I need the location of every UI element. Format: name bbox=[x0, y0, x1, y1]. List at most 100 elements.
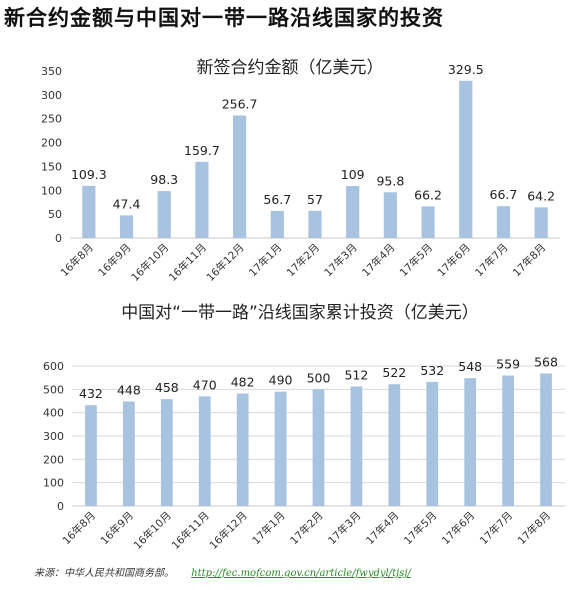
bar bbox=[195, 161, 209, 238]
y-tick-label: 300 bbox=[41, 89, 62, 102]
data-label: 500 bbox=[307, 370, 331, 385]
bar bbox=[233, 115, 247, 238]
bar bbox=[534, 207, 548, 238]
x-tick-label: 16年9月 bbox=[95, 241, 133, 279]
x-tick-label: 17年6月 bbox=[435, 241, 473, 279]
bar bbox=[274, 391, 287, 506]
y-tick-label: 500 bbox=[43, 383, 64, 396]
x-tick-label: 16年11月 bbox=[166, 241, 209, 284]
y-tick-label: 100 bbox=[43, 477, 64, 490]
bar bbox=[157, 191, 171, 238]
bar bbox=[236, 393, 249, 506]
y-tick-label: 150 bbox=[41, 160, 62, 173]
x-tick-label: 17年1月 bbox=[246, 241, 284, 279]
chart-title: 中国对“一带一路”沿线国家累计投资（亿美元） bbox=[121, 303, 479, 323]
data-label: 109 bbox=[341, 167, 365, 182]
data-label: 98.3 bbox=[150, 172, 178, 187]
y-tick-label: 0 bbox=[57, 500, 64, 513]
data-label: 432 bbox=[79, 386, 103, 401]
bar bbox=[496, 206, 511, 238]
data-label: 66.2 bbox=[414, 187, 442, 202]
bar bbox=[85, 405, 97, 506]
source-label: 来源：中华人民共和国商务部。 bbox=[34, 568, 174, 579]
data-label: 159.7 bbox=[184, 143, 220, 158]
bar bbox=[459, 80, 473, 238]
data-label: 568 bbox=[534, 354, 558, 369]
x-tick-label: 16年11月 bbox=[169, 509, 212, 552]
x-tick-label: 16年8月 bbox=[58, 241, 96, 279]
cumulative-investment-chart: 中国对“一带一路”沿线国家累计投资（亿美元） 0 100 200 300 400 500 60… bbox=[43, 303, 565, 552]
x-tick-label: 17年6月 bbox=[439, 509, 477, 547]
y-tick-label: 100 bbox=[41, 184, 62, 197]
chart-title: 新签合约金额（亿美元） bbox=[197, 58, 384, 78]
data-label: 522 bbox=[382, 365, 406, 380]
y-tick-label: 350 bbox=[41, 65, 62, 78]
bar bbox=[464, 378, 477, 506]
x-tick-label: 17年2月 bbox=[287, 509, 325, 547]
data-label: 56.7 bbox=[263, 192, 291, 207]
x-tick-label: 17年3月 bbox=[322, 241, 360, 279]
x-tick-label: 17年1月 bbox=[249, 509, 287, 547]
x-tick-label: 17年8月 bbox=[510, 241, 548, 279]
x-tick-label: 17年7月 bbox=[472, 241, 510, 279]
bar bbox=[502, 375, 514, 506]
data-label: 57 bbox=[307, 192, 323, 207]
x-tick-label: 16年10月 bbox=[128, 241, 171, 284]
bar bbox=[540, 373, 552, 506]
y-tick-label: 600 bbox=[43, 360, 64, 373]
source-link[interactable]: http://fec.mofcom.gov.cn/article/fwydyl/… bbox=[191, 568, 411, 579]
x-tick-label: 17年3月 bbox=[325, 509, 363, 547]
data-label: 109.3 bbox=[71, 167, 107, 182]
y-tick-label: 0 bbox=[55, 232, 62, 245]
x-tick-label: 16年12月 bbox=[204, 241, 247, 284]
x-tick-label: 17年5月 bbox=[397, 241, 435, 279]
x-tick-label: 17年4月 bbox=[363, 509, 401, 547]
data-label: 458 bbox=[155, 380, 179, 395]
data-label: 532 bbox=[420, 363, 444, 378]
data-label: 448 bbox=[117, 382, 141, 397]
bar bbox=[82, 185, 96, 238]
bar bbox=[388, 384, 401, 506]
y-tick-label: 300 bbox=[43, 430, 64, 443]
data-label: 490 bbox=[269, 373, 293, 388]
source-note: 来源：中华人民共和国商务部。 http://fec.mofcom.gov.cn/… bbox=[34, 564, 411, 579]
x-tick-label: 17年2月 bbox=[284, 241, 322, 279]
data-label: 482 bbox=[231, 375, 255, 390]
main-title: 新合约金额与中国对一带一路沿线国家的投资 bbox=[4, 6, 444, 30]
bar bbox=[426, 381, 439, 506]
x-tick-label: 16年8月 bbox=[60, 509, 98, 547]
data-label: 66.7 bbox=[490, 187, 518, 202]
data-label: 329.5 bbox=[448, 62, 484, 77]
bar bbox=[346, 185, 360, 238]
data-label: 470 bbox=[193, 377, 217, 392]
x-tick-label: 17年7月 bbox=[477, 509, 515, 547]
data-label: 256.7 bbox=[222, 97, 258, 112]
data-label: 548 bbox=[458, 359, 482, 374]
y-tick-label: 200 bbox=[43, 453, 64, 466]
bar bbox=[123, 401, 135, 506]
bar bbox=[198, 396, 211, 506]
x-tick-label: 17年8月 bbox=[515, 509, 553, 547]
x-tick-label: 16年12月 bbox=[207, 509, 250, 552]
data-label: 47.4 bbox=[113, 196, 141, 211]
data-label: 95.8 bbox=[376, 173, 404, 188]
data-label: 512 bbox=[344, 368, 368, 383]
bar bbox=[308, 210, 322, 238]
y-tick-label: 250 bbox=[41, 113, 62, 126]
y-tick-label: 50 bbox=[48, 208, 62, 221]
bar bbox=[270, 210, 284, 238]
bar bbox=[350, 386, 363, 506]
bar bbox=[383, 192, 397, 238]
x-tick-label: 17年4月 bbox=[359, 241, 397, 279]
x-tick-label: 17年5月 bbox=[401, 509, 439, 547]
bar bbox=[119, 215, 134, 238]
x-tick-label: 16年10月 bbox=[131, 509, 174, 552]
y-tick-label: 400 bbox=[43, 407, 64, 420]
data-label: 64.2 bbox=[527, 188, 555, 203]
y-tick-label: 200 bbox=[41, 137, 62, 150]
bar bbox=[160, 399, 173, 506]
x-tick-label: 16年9月 bbox=[98, 509, 136, 547]
bar bbox=[421, 206, 435, 238]
data-label: 559 bbox=[496, 357, 520, 372]
